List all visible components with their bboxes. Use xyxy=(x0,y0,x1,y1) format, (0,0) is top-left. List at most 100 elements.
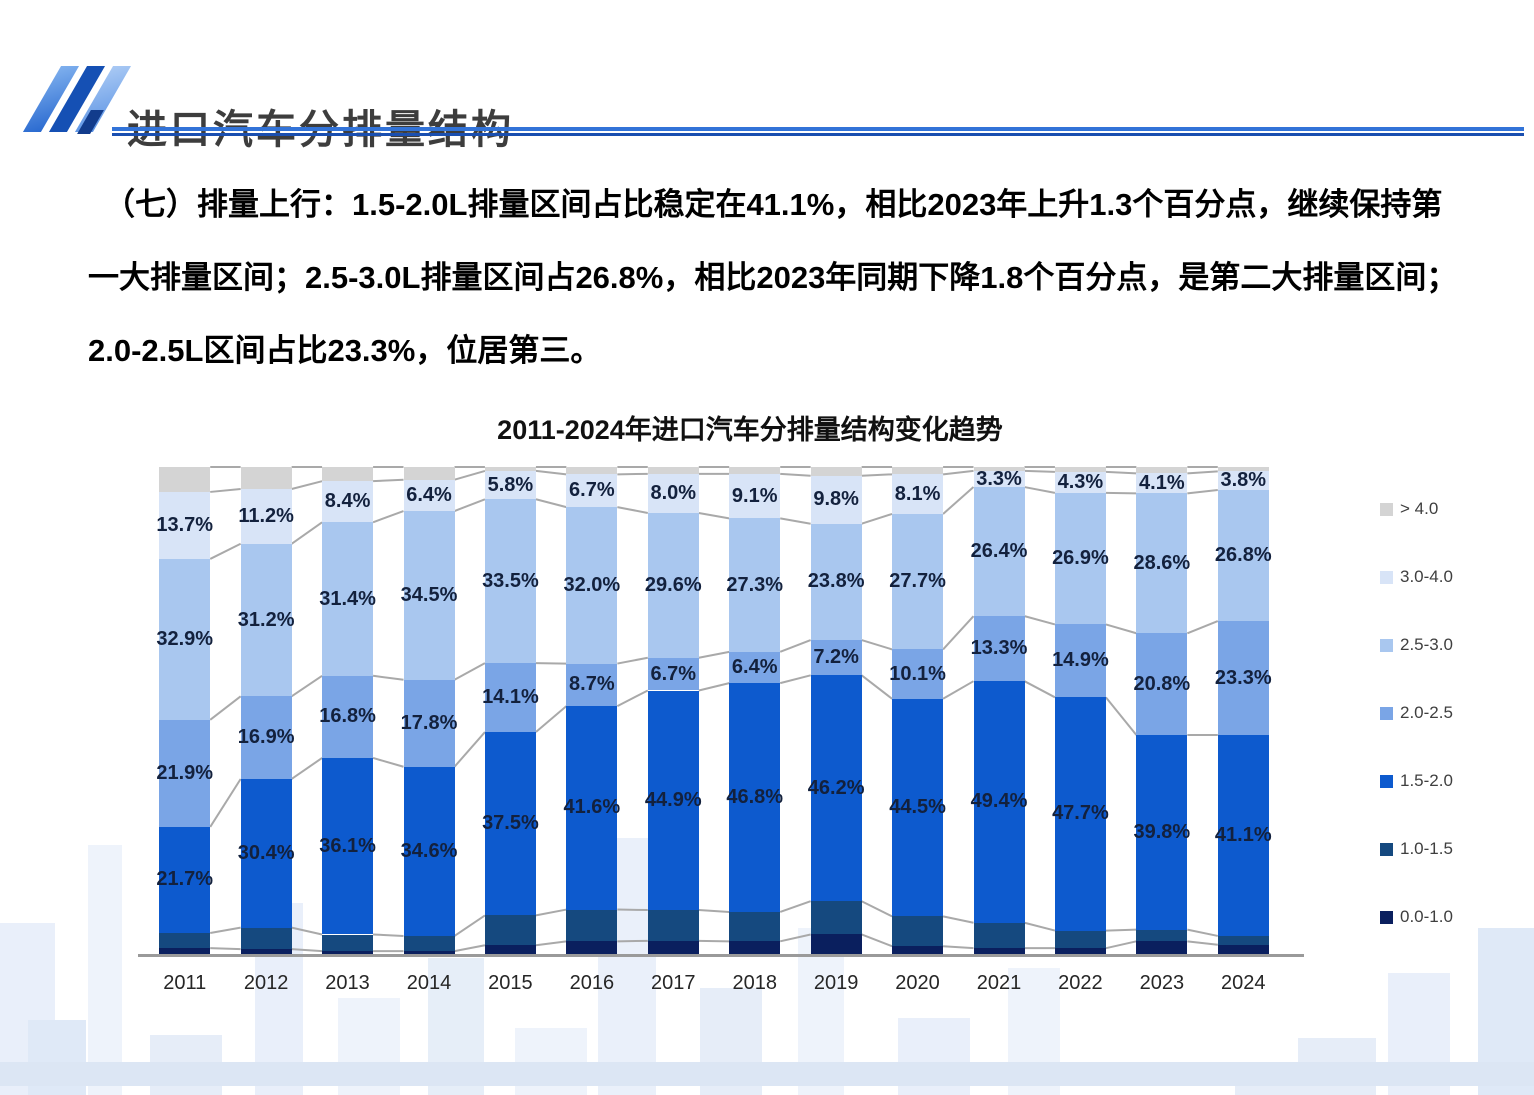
segment-1.0-1.5 xyxy=(159,933,211,949)
segment-0.0-1.0 xyxy=(810,934,862,956)
segment-label: 17.8% xyxy=(400,711,458,734)
segment-1.0-1.5 xyxy=(566,909,618,942)
segment-1.0-1.5 xyxy=(647,910,699,941)
segment-1.5-2.0: 34.6% xyxy=(400,766,458,936)
segment-3.0-4.0: 9.8% xyxy=(810,475,862,524)
segment-1.0-1.5 xyxy=(1054,930,1106,949)
legend-item: 2.0-2.5 xyxy=(1380,702,1453,724)
segment-0.0-1.0 xyxy=(159,948,211,956)
segment-label: 23.3% xyxy=(1214,666,1272,689)
bar-2021: 49.4% 13.3% 26.4% 3.3% xyxy=(970,467,1028,956)
segment-label: 37.5% xyxy=(482,812,539,835)
segment-label: 7.2% xyxy=(813,646,859,669)
segment-label: 46.8% xyxy=(726,786,784,809)
segment-> 4.0 xyxy=(973,467,1025,471)
segment-label: 41.1% xyxy=(1214,823,1272,846)
x-axis-label-2024: 2024 xyxy=(1221,972,1266,994)
segment-2.0-2.5: 14.1% xyxy=(482,663,539,733)
legend-color-chip xyxy=(1380,706,1393,720)
segment-label: 30.4% xyxy=(237,841,295,864)
legend-item: 2.5-3.0 xyxy=(1380,634,1453,656)
segment-0.0-1.0 xyxy=(729,941,781,956)
segment-0.0-1.0 xyxy=(1217,944,1269,956)
legend-label: 1.5-2.0 xyxy=(1400,771,1453,790)
summary-line: （七）排量上行：1.5-2.0L排量区间占比稳定在41.1%，相比2023年上升… xyxy=(104,187,1443,222)
bar-2020: 44.5% 10.1% 27.7% 8.1% xyxy=(889,467,946,956)
segment-1.5-2.0: 44.9% xyxy=(645,690,702,911)
segment-label: 26.9% xyxy=(1052,547,1109,570)
segment-label: 9.1% xyxy=(731,484,778,507)
segment-1.5-2.0: 46.2% xyxy=(808,675,865,902)
segment-1.5-2.0: 46.8% xyxy=(726,683,784,912)
bar-2023: 39.8% 20.8% 28.6% 4.1% xyxy=(1133,467,1191,956)
segment-1.5-2.0: 49.4% xyxy=(971,681,1027,923)
segment-2.5-3.0: 26.4% xyxy=(971,487,1027,617)
segment-label: 41.6% xyxy=(563,796,621,819)
segment-2.5-3.0: 29.6% xyxy=(644,512,702,658)
segment-label: 27.7% xyxy=(889,570,946,593)
segment-3.0-4.0: 9.1% xyxy=(729,473,781,519)
segment-> 4.0 xyxy=(1054,467,1106,472)
segment-2.0-2.5: 23.3% xyxy=(1214,621,1272,735)
legend-label: 3.0-4.0 xyxy=(1400,567,1453,586)
segment-2.5-3.0: 28.6% xyxy=(1133,493,1191,634)
segment-> 4.0 xyxy=(322,467,374,482)
segment-3.0-4.0: 3.8% xyxy=(1217,469,1269,491)
segment-> 4.0 xyxy=(1217,467,1269,472)
segment-1.0-1.5 xyxy=(729,912,781,942)
segment-1.0-1.5 xyxy=(973,922,1025,949)
x-axis-label-2017: 2017 xyxy=(651,972,696,994)
segment-3.0-4.0: 8.0% xyxy=(647,473,699,513)
segment-label: 13.3% xyxy=(970,637,1028,660)
segment-> 4.0 xyxy=(810,467,862,476)
segment-2.5-3.0: 31.4% xyxy=(319,522,376,676)
segment-2.5-3.0: 33.5% xyxy=(482,499,539,664)
segment-2.0-2.5: 14.9% xyxy=(1052,624,1109,698)
segment-label: 8.4% xyxy=(324,490,371,513)
segment-label: 23.8% xyxy=(807,570,865,593)
legend-label: 1.0-1.5 xyxy=(1400,839,1453,858)
legend-color-chip xyxy=(1380,842,1393,856)
segment-2.5-3.0: 32.9% xyxy=(156,558,213,720)
summary-paragraph: （七）排量上行：1.5-2.0L排量区间占比稳定在41.1%，相比2023年上升… xyxy=(88,168,1478,387)
segment-1.5-2.0: 41.6% xyxy=(563,706,621,910)
segment-label: 28.6% xyxy=(1133,551,1191,574)
segment-label: 16.8% xyxy=(319,705,376,728)
segment-0.0-1.0 xyxy=(973,948,1025,956)
bar-2022: 47.7% 14.9% 26.9% 4.3% xyxy=(1052,467,1109,956)
segment-> 4.0 xyxy=(1136,467,1188,474)
segment-2.5-3.0: 27.7% xyxy=(889,513,946,650)
segment-1.0-1.5 xyxy=(322,934,374,952)
segment-label: 14.9% xyxy=(1052,649,1109,672)
segment-2.0-2.5: 16.9% xyxy=(238,696,295,779)
segment-label: 8.7% xyxy=(569,673,615,696)
segment-0.0-1.0 xyxy=(892,946,944,956)
segment-label: 29.6% xyxy=(644,573,702,596)
segment-2.0-2.5: 17.8% xyxy=(400,679,458,767)
segment-> 4.0 xyxy=(240,467,292,490)
segment-label: 6.7% xyxy=(569,479,615,502)
summary-line: 一大排量区间；2.5-3.0L排量区间占26.8%，相比2023年同期下降1.8… xyxy=(88,260,1458,295)
legend-item: 0.0-1.0 xyxy=(1380,906,1453,928)
segment-label: 34.5% xyxy=(400,583,458,606)
x-axis-label-2016: 2016 xyxy=(569,972,615,994)
segment-label: 20.8% xyxy=(1133,672,1191,695)
header-divider xyxy=(112,127,1524,131)
segment-2.5-3.0: 32.0% xyxy=(563,507,620,664)
skyline-band xyxy=(0,1062,1534,1086)
segment-0.0-1.0 xyxy=(566,941,618,956)
segment-label: 44.5% xyxy=(889,796,946,819)
segment-> 4.0 xyxy=(403,467,455,480)
segment-1.5-2.0: 30.4% xyxy=(237,779,295,928)
segment-label: 9.8% xyxy=(813,488,859,511)
segment-1.5-2.0: 39.8% xyxy=(1133,735,1190,930)
segment-label: 34.6% xyxy=(400,839,458,862)
segment-1.0-1.5 xyxy=(1217,935,1269,945)
segment-label: 6.4% xyxy=(406,483,452,506)
segment-label: 26.8% xyxy=(1214,544,1272,567)
segment-2.0-2.5: 6.4% xyxy=(729,651,781,684)
legend-item: 3.0-4.0 xyxy=(1380,566,1453,588)
segment-> 4.0 xyxy=(159,467,211,492)
legend-label: 0.0-1.0 xyxy=(1400,907,1453,926)
